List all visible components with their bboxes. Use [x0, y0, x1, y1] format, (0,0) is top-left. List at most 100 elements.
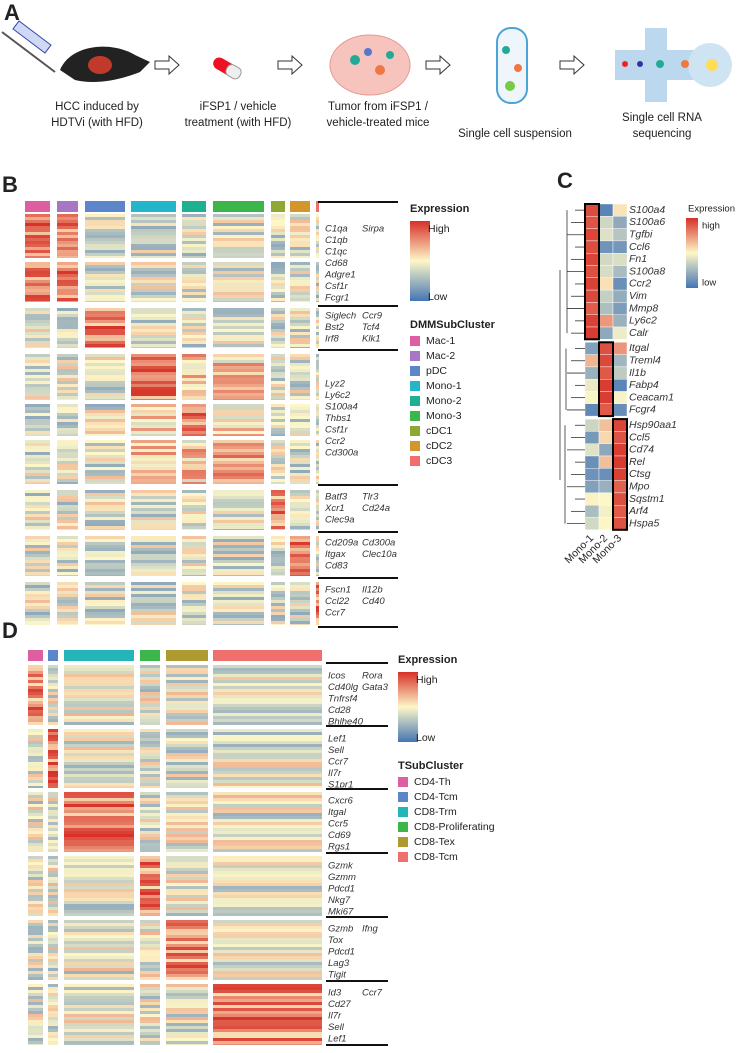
- heatmap-stripe: [271, 536, 285, 539]
- cluster-bar: [290, 201, 310, 212]
- heatmap-stripe: [182, 434, 206, 436]
- heatmap-stripe: [166, 677, 208, 680]
- heatmap-stripe: [316, 443, 319, 446]
- heatmap-stripe: [140, 1005, 160, 1008]
- heatmap-stripe: [213, 710, 322, 713]
- heatmap-stripe: [25, 375, 50, 378]
- heatmap-stripe: [213, 816, 322, 819]
- heatmap-stripe: [166, 704, 208, 707]
- heatmap-stripe: [48, 1026, 58, 1029]
- heatmap-stripe: [25, 606, 50, 609]
- legend-title: Expression: [410, 203, 470, 215]
- heatmap-stripe: [57, 461, 78, 464]
- heatmap-stripe: [64, 892, 134, 895]
- heatmap-stripe: [140, 944, 160, 947]
- heatmap-stripe: [316, 265, 319, 268]
- heatmap-stripe: [28, 1014, 43, 1017]
- legend-entry: Mac-1: [426, 335, 455, 347]
- heatmap-stripe: [28, 1026, 43, 1029]
- heatmap-stripe: [271, 554, 285, 557]
- heatmap-stripe: [213, 953, 322, 956]
- heatmap-stripe: [57, 588, 78, 591]
- heatmap-stripe: [290, 446, 310, 449]
- heatmap-stripe: [182, 354, 206, 357]
- heatmap-stripe: [57, 271, 78, 274]
- heatmap-stripe: [213, 753, 322, 756]
- heatmap-stripe: [48, 807, 58, 810]
- heatmap-stripe: [64, 804, 134, 807]
- heatmap-stripe: [140, 810, 160, 813]
- heatmap-stripe: [48, 719, 58, 722]
- heatmap-stripe: [166, 977, 208, 980]
- heatmap-stripe: [48, 816, 58, 819]
- heatmap-stripe: [271, 344, 285, 347]
- heatmap-stripe: [64, 996, 134, 999]
- heatmap-stripe: [25, 223, 50, 226]
- heatmap-stripe: [28, 1041, 43, 1044]
- heatmap-stripe: [316, 262, 319, 265]
- heatmap-stripe: [131, 505, 176, 508]
- heatmap-stripe: [25, 384, 50, 387]
- heatmap-stripe: [271, 425, 285, 428]
- heatmap-stripe: [182, 479, 206, 482]
- heatmap-stripe: [64, 665, 134, 668]
- heatmap-stripe: [140, 713, 160, 716]
- heatmap-stripe: [290, 425, 310, 428]
- heatmap-cell: [584, 203, 600, 217]
- heatmap-stripe: [57, 566, 78, 569]
- heatmap-stripe: [316, 446, 319, 449]
- heatmap-stripe: [57, 253, 78, 256]
- heatmap-stripe: [25, 594, 50, 597]
- legend-high: High: [428, 223, 450, 235]
- heatmap-stripe: [28, 831, 43, 834]
- heatmap-stripe: [213, 1041, 322, 1044]
- heatmap-stripe: [57, 557, 78, 560]
- heatmap-stripe: [28, 759, 43, 762]
- heatmap-stripe: [85, 268, 125, 271]
- heatmap-stripe: [182, 390, 206, 393]
- heatmap-cell: [584, 314, 600, 328]
- heatmap-stripe: [64, 825, 134, 828]
- heatmap-stripe: [48, 1044, 58, 1045]
- heatmap-stripe: [271, 413, 285, 416]
- heatmap-stripe: [48, 907, 58, 910]
- heatmap-stripe: [25, 387, 50, 390]
- heatmap-stripe: [140, 895, 160, 898]
- heatmap-stripe: [166, 795, 208, 798]
- heatmap-stripe: [57, 585, 78, 588]
- heatmap-cell: [598, 505, 614, 518]
- legend-entry: CD8-Trm: [414, 806, 457, 818]
- heatmap-stripe: [182, 329, 206, 332]
- legend-low: Low: [416, 732, 436, 744]
- heatmap-stripe: [28, 686, 43, 689]
- heatmap-stripe: [131, 360, 176, 363]
- heatmap-stripe: [140, 932, 160, 935]
- heatmap-stripe: [140, 768, 160, 771]
- heatmap-stripe: [85, 597, 125, 600]
- heatmap-stripe: [140, 744, 160, 747]
- heatmap-stripe: [316, 314, 319, 317]
- heatmap-stripe: [213, 354, 264, 357]
- heatmap-stripe: [85, 311, 125, 314]
- heatmap-stripe: [316, 594, 319, 597]
- heatmap-stripe: [28, 856, 43, 859]
- heatmap-stripe: [213, 1002, 322, 1005]
- heatmap-stripe: [316, 557, 319, 560]
- heatmap-stripe: [316, 458, 319, 461]
- heatmap-stripe: [140, 1017, 160, 1020]
- gene-label: Fcgr1: [325, 293, 349, 304]
- heatmap-stripe: [316, 280, 319, 283]
- heatmap-stripe: [85, 434, 125, 436]
- heatmap-stripe: [182, 220, 206, 223]
- heatmap-stripe: [271, 502, 285, 505]
- heatmap-stripe: [213, 283, 264, 286]
- heatmap-stripe: [271, 458, 285, 461]
- heatmap-stripe: [48, 819, 58, 822]
- heatmap-stripe: [166, 747, 208, 750]
- heatmap-stripe: [316, 455, 319, 458]
- heatmap-stripe: [271, 360, 285, 363]
- gene-label: Il7r: [328, 1011, 342, 1022]
- heatmap-stripe: [166, 843, 208, 846]
- heatmap-stripe: [25, 283, 50, 286]
- heatmap-stripe: [131, 416, 176, 419]
